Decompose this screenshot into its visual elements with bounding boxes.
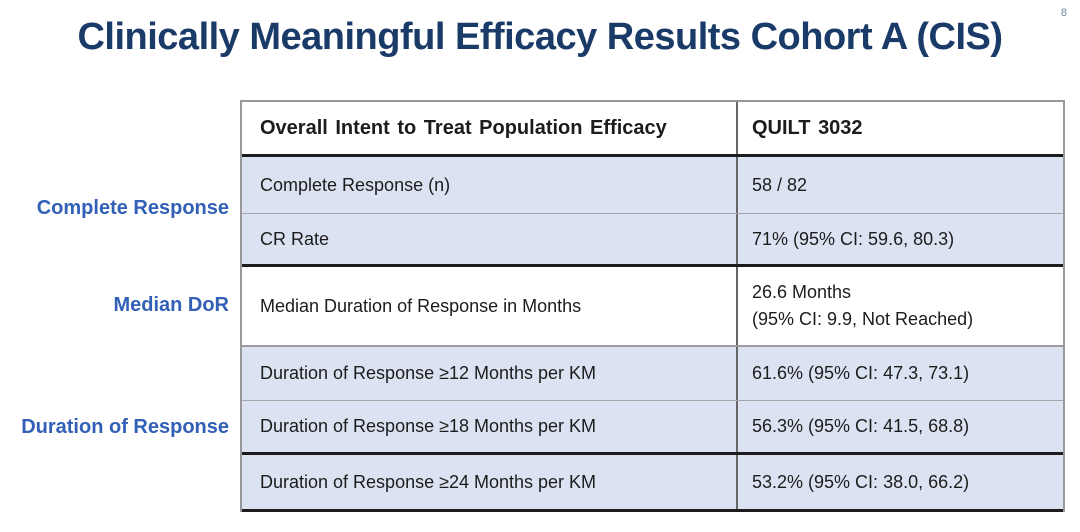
table-row: Complete Response (n) 58 / 82 <box>242 157 1063 214</box>
metric-cell: Duration of Response ≥18 Months per KM <box>260 416 597 436</box>
table-row: Duration of Response ≥18 Months per KM 5… <box>242 401 1063 455</box>
value-cell: 26.6 Months (95% CI: 9.9, Not Reached) <box>736 267 1063 345</box>
metric-cell: Complete Response (n) <box>260 174 451 195</box>
value-line-1: 26.6 Months <box>752 282 852 302</box>
table-row: Duration of Response ≥24 Months per KM 5… <box>242 455 1063 512</box>
group-label-complete-response: Complete Response <box>36 197 229 219</box>
table-row: CR Rate 71% (95% CI: 59.6, 80.3) <box>242 214 1063 267</box>
header-cell-metric: Overall Intent to Treat Population Effic… <box>260 116 667 139</box>
header-cell-study: QUILT 3032 <box>736 102 1063 154</box>
metric-cell: Duration of Response ≥12 Months per KM <box>260 363 597 383</box>
value-line-2: (95% CI: 9.9, Not Reached) <box>752 309 974 329</box>
value-cell: 53.2% (95% CI: 38.0, 66.2) <box>736 455 1063 509</box>
page-number: 8 <box>1060 7 1067 19</box>
table-row: Duration of Response ≥12 Months per KM 6… <box>242 347 1063 401</box>
table-row: Median Duration of Response in Months 26… <box>242 267 1063 347</box>
slide-title: Clinically Meaningful Efficacy Results C… <box>77 16 1003 58</box>
value-cell: 71% (95% CI: 59.6, 80.3) <box>736 214 1063 264</box>
metric-cell: Median Duration of Response in Months <box>260 295 582 316</box>
group-label-median-dor: Median DoR <box>113 294 229 316</box>
table-header-row: Overall Intent to Treat Population Effic… <box>242 102 1063 157</box>
value-cell: 56.3% (95% CI: 41.5, 68.8) <box>736 401 1063 452</box>
efficacy-table: Overall Intent to Treat Population Effic… <box>240 100 1065 512</box>
metric-cell: Duration of Response ≥24 Months per KM <box>260 471 597 492</box>
metric-cell: CR Rate <box>260 228 330 249</box>
group-label-duration-of-response: Duration of Response <box>21 416 229 438</box>
value-cell: 58 / 82 <box>736 157 1063 213</box>
value-cell: 61.6% (95% CI: 47.3, 73.1) <box>736 347 1063 400</box>
